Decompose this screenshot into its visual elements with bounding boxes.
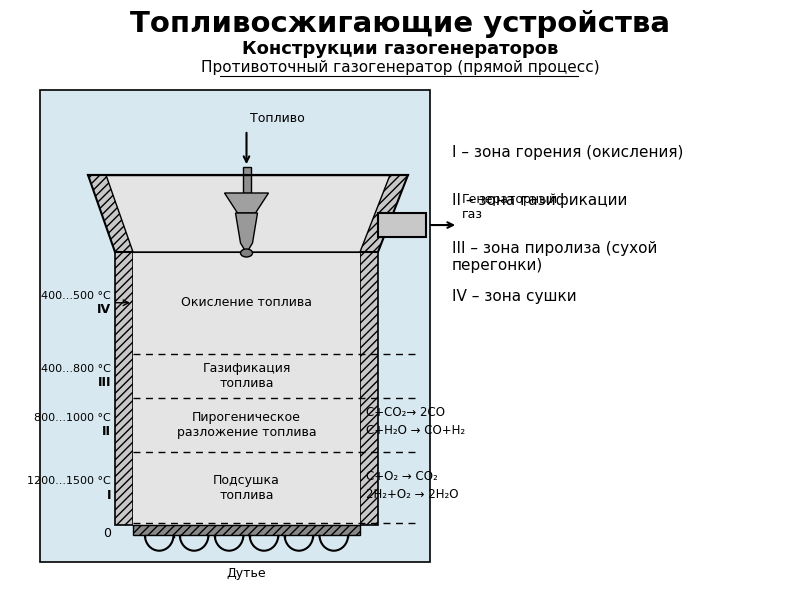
Text: Противоточный газогенератор (прямой процесс): Противоточный газогенератор (прямой проц… <box>201 60 599 75</box>
Polygon shape <box>235 213 258 253</box>
Polygon shape <box>106 175 390 252</box>
Text: Топливо: Топливо <box>250 112 306 125</box>
Text: I – зона горения (окисления): I – зона горения (окисления) <box>452 145 683 160</box>
Ellipse shape <box>241 249 253 257</box>
Text: 400...500 °C: 400...500 °C <box>42 291 111 301</box>
Text: 2H₂+O₂ → 2H₂O: 2H₂+O₂ → 2H₂O <box>366 488 458 501</box>
Bar <box>133 525 360 535</box>
Text: 1200...1500 °C: 1200...1500 °C <box>27 476 111 486</box>
Bar <box>115 252 133 525</box>
Bar <box>133 252 360 525</box>
Text: C+CO₂→ 2CO: C+CO₂→ 2CO <box>366 406 445 419</box>
Bar <box>242 167 250 193</box>
Text: Газификация
топлива: Газификация топлива <box>202 362 290 389</box>
Text: 400...800 °C: 400...800 °C <box>41 364 111 374</box>
Text: 800...1000 °C: 800...1000 °C <box>34 413 111 422</box>
Text: II: II <box>102 425 111 438</box>
Text: IV: IV <box>97 303 111 316</box>
Text: Подсушка
топлива: Подсушка топлива <box>213 474 280 502</box>
Text: C+O₂ → CO₂: C+O₂ → CO₂ <box>366 470 438 483</box>
Text: Генераторный
газ: Генераторный газ <box>462 193 558 221</box>
Bar <box>378 213 426 237</box>
Text: Топливосжигающие устройства: Топливосжигающие устройства <box>130 10 670 38</box>
Text: Окисление топлива: Окисление топлива <box>181 296 312 309</box>
Text: Пирогеническое
разложение топлива: Пирогеническое разложение топлива <box>177 410 316 439</box>
Text: III: III <box>98 376 111 389</box>
Text: 0: 0 <box>103 527 111 540</box>
Text: II – зона газификации: II – зона газификации <box>452 193 627 208</box>
Text: Конструкции газогенераторов: Конструкции газогенераторов <box>242 40 558 58</box>
Text: III – зона пиролиза (сухой
перегонки): III – зона пиролиза (сухой перегонки) <box>452 241 658 274</box>
Polygon shape <box>88 175 408 252</box>
Text: I: I <box>106 489 111 502</box>
Text: C+H₂O → CO+H₂: C+H₂O → CO+H₂ <box>366 424 465 437</box>
Text: IV – зона сушки: IV – зона сушки <box>452 289 577 304</box>
Polygon shape <box>225 193 269 213</box>
Bar <box>40 90 430 562</box>
Bar <box>360 252 378 525</box>
Text: Дутье: Дутье <box>226 567 266 580</box>
